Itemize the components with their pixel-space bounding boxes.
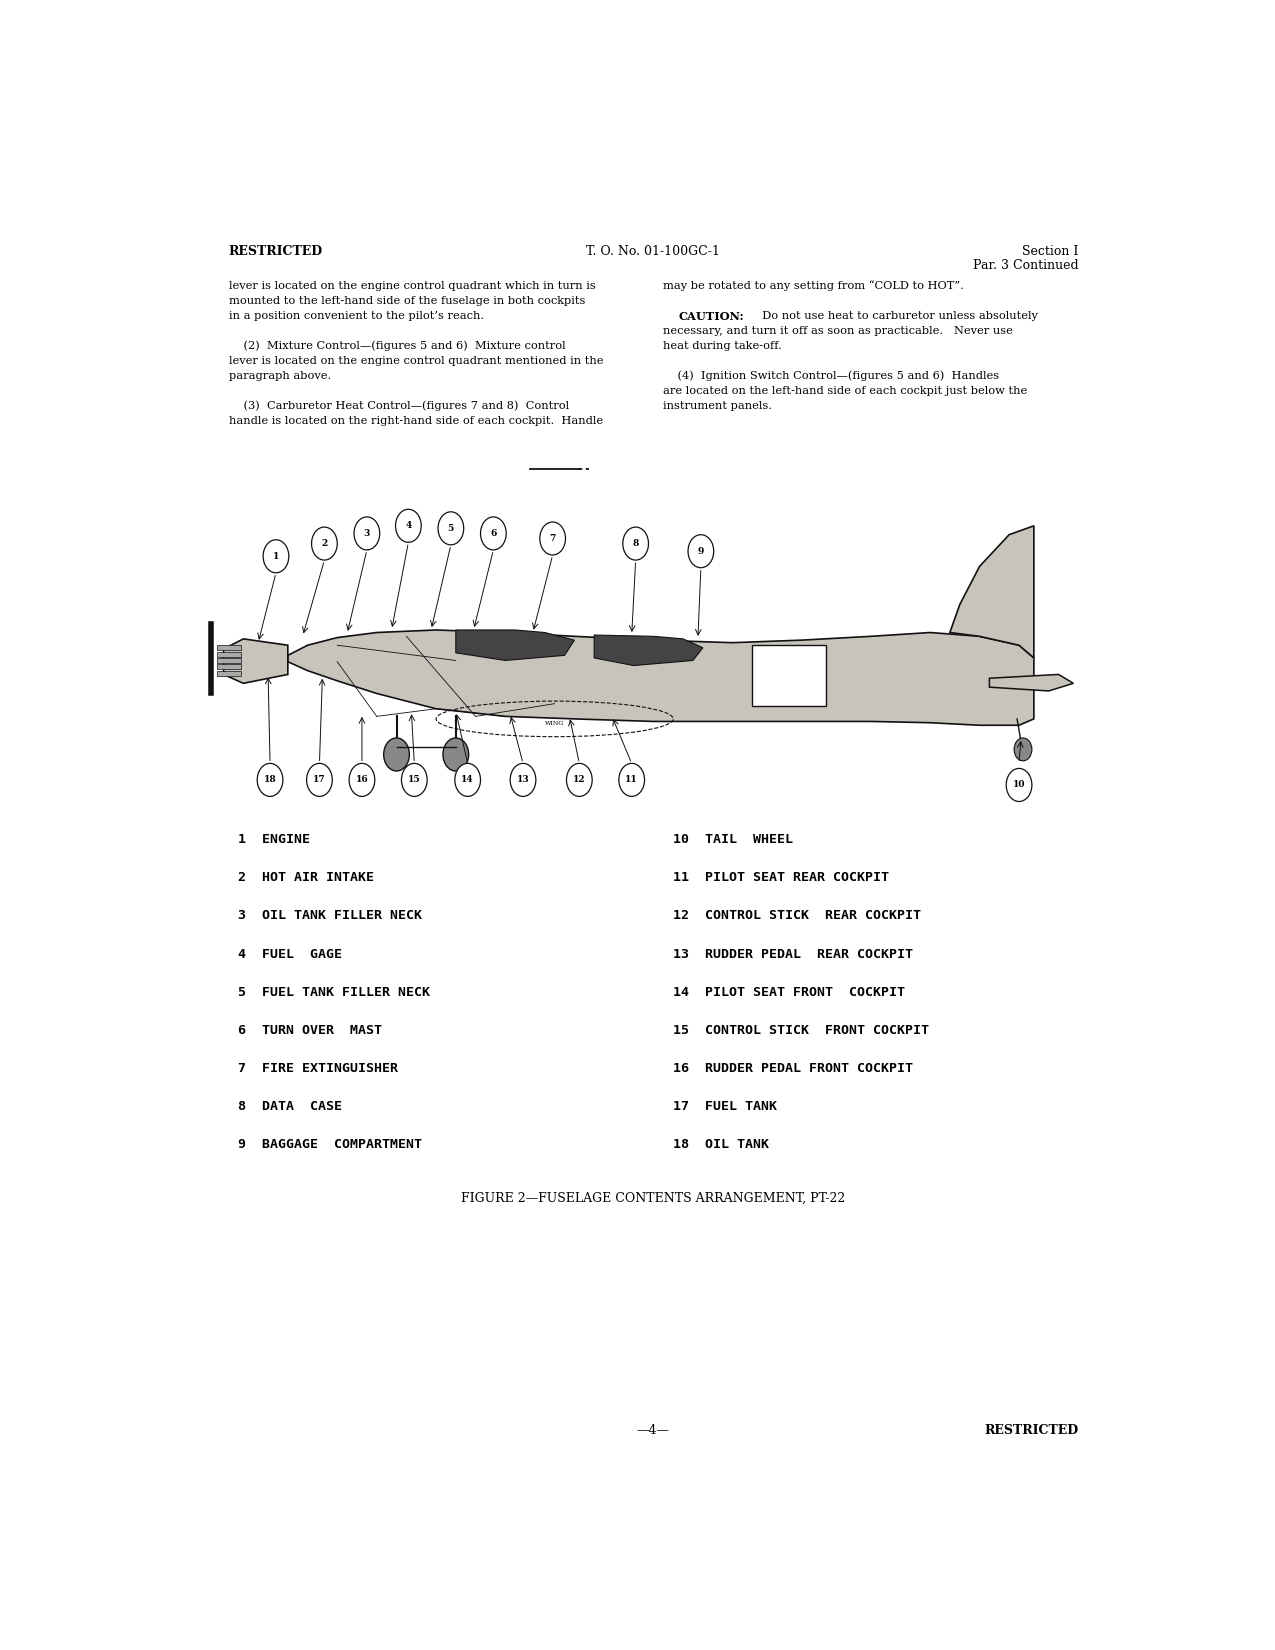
Text: 15: 15 bbox=[408, 776, 421, 784]
Text: 16  RUDDER PEDAL FRONT COCKPIT: 16 RUDDER PEDAL FRONT COCKPIT bbox=[673, 1063, 913, 1074]
Circle shape bbox=[688, 535, 714, 568]
Text: RESTRICTED: RESTRICTED bbox=[984, 1424, 1079, 1437]
Polygon shape bbox=[950, 526, 1034, 658]
Text: 10  TAIL  WHEEL: 10 TAIL WHEEL bbox=[673, 833, 793, 846]
Text: 11: 11 bbox=[625, 776, 638, 784]
Text: FIGURE 2—FUSELAGE CONTENTS ARRANGEMENT, PT-22: FIGURE 2—FUSELAGE CONTENTS ARRANGEMENT, … bbox=[462, 1191, 845, 1204]
Text: 4  FUEL  GAGE: 4 FUEL GAGE bbox=[238, 947, 343, 960]
Polygon shape bbox=[223, 639, 288, 683]
Text: Par. 3 Continued: Par. 3 Continued bbox=[973, 259, 1079, 272]
Text: 12: 12 bbox=[572, 776, 585, 784]
Text: in a position convenient to the pilot’s reach.: in a position convenient to the pilot’s … bbox=[228, 310, 483, 320]
Text: 3  OIL TANK FILLER NECK: 3 OIL TANK FILLER NECK bbox=[238, 909, 422, 922]
Text: 8: 8 bbox=[632, 540, 639, 548]
Text: Section I: Section I bbox=[1023, 244, 1079, 257]
Polygon shape bbox=[594, 635, 703, 665]
FancyBboxPatch shape bbox=[217, 652, 241, 657]
Text: 16: 16 bbox=[356, 776, 368, 784]
Circle shape bbox=[1006, 769, 1031, 802]
Text: 9  BAGGAGE  COMPARTMENT: 9 BAGGAGE COMPARTMENT bbox=[238, 1138, 422, 1152]
Text: 17  FUEL TANK: 17 FUEL TANK bbox=[673, 1101, 778, 1114]
Text: 13: 13 bbox=[516, 776, 529, 784]
Circle shape bbox=[306, 764, 333, 797]
Text: 6  TURN OVER  MAST: 6 TURN OVER MAST bbox=[238, 1023, 382, 1036]
Circle shape bbox=[510, 764, 536, 797]
Circle shape bbox=[618, 764, 645, 797]
Text: are located on the left-hand side of each cockpit just below the: are located on the left-hand side of eac… bbox=[663, 386, 1028, 396]
Text: 5: 5 bbox=[448, 523, 454, 533]
Circle shape bbox=[455, 764, 481, 797]
Circle shape bbox=[566, 764, 592, 797]
FancyBboxPatch shape bbox=[752, 645, 826, 706]
Text: 2  HOT AIR INTAKE: 2 HOT AIR INTAKE bbox=[238, 871, 375, 884]
Text: 7: 7 bbox=[550, 535, 556, 543]
Circle shape bbox=[395, 510, 421, 543]
Text: RESTRICTED: RESTRICTED bbox=[228, 244, 323, 257]
Text: (2)  Mixture Control—(figures 5 and 6)  Mixture control: (2) Mixture Control—(figures 5 and 6) Mi… bbox=[228, 340, 565, 351]
Circle shape bbox=[442, 738, 469, 771]
Text: 14  PILOT SEAT FRONT  COCKPIT: 14 PILOT SEAT FRONT COCKPIT bbox=[673, 985, 905, 998]
Circle shape bbox=[384, 738, 409, 771]
Circle shape bbox=[354, 516, 380, 549]
Text: T. O. No. 01-100GC-1: T. O. No. 01-100GC-1 bbox=[586, 244, 720, 257]
Text: 13  RUDDER PEDAL  REAR COCKPIT: 13 RUDDER PEDAL REAR COCKPIT bbox=[673, 947, 913, 960]
Polygon shape bbox=[456, 630, 574, 660]
Text: (4)  Ignition Switch Control—(figures 5 and 6)  Handles: (4) Ignition Switch Control—(figures 5 a… bbox=[663, 371, 1000, 381]
FancyBboxPatch shape bbox=[217, 658, 241, 663]
Text: (3)  Carburetor Heat Control—(figures 7 and 8)  Control: (3) Carburetor Heat Control—(figures 7 a… bbox=[228, 401, 569, 411]
Text: CAUTION:: CAUTION: bbox=[678, 310, 743, 322]
Text: 2: 2 bbox=[321, 540, 328, 548]
Text: 8  DATA  CASE: 8 DATA CASE bbox=[238, 1101, 343, 1114]
Circle shape bbox=[311, 526, 337, 559]
Text: 14: 14 bbox=[462, 776, 474, 784]
Text: 10: 10 bbox=[1012, 780, 1025, 789]
Text: 18: 18 bbox=[264, 776, 277, 784]
Text: 12  CONTROL STICK  REAR COCKPIT: 12 CONTROL STICK REAR COCKPIT bbox=[673, 909, 922, 922]
Polygon shape bbox=[288, 630, 1034, 726]
Circle shape bbox=[402, 764, 427, 797]
Text: handle is located on the right-hand side of each cockpit.  Handle: handle is located on the right-hand side… bbox=[228, 416, 603, 426]
Circle shape bbox=[263, 540, 289, 573]
Polygon shape bbox=[989, 675, 1074, 691]
Circle shape bbox=[622, 526, 649, 559]
Text: 17: 17 bbox=[314, 776, 326, 784]
Text: —4—: —4— bbox=[638, 1424, 669, 1437]
Text: 4: 4 bbox=[405, 521, 412, 530]
Text: heat during take-off.: heat during take-off. bbox=[663, 340, 782, 350]
Text: WING: WING bbox=[544, 721, 565, 726]
Text: lever is located on the engine control quadrant mentioned in the: lever is located on the engine control q… bbox=[228, 355, 603, 366]
Text: lever is located on the engine control quadrant which in turn is: lever is located on the engine control q… bbox=[228, 280, 595, 290]
Text: instrument panels.: instrument panels. bbox=[663, 401, 773, 411]
Text: 3: 3 bbox=[363, 530, 370, 538]
Text: 7  FIRE EXTINGUISHER: 7 FIRE EXTINGUISHER bbox=[238, 1063, 398, 1074]
FancyBboxPatch shape bbox=[217, 665, 241, 670]
Circle shape bbox=[349, 764, 375, 797]
Circle shape bbox=[539, 521, 566, 554]
Text: 6: 6 bbox=[490, 530, 496, 538]
Text: 1  ENGINE: 1 ENGINE bbox=[238, 833, 310, 846]
Text: 18  OIL TANK: 18 OIL TANK bbox=[673, 1138, 769, 1152]
Circle shape bbox=[258, 764, 283, 797]
Text: 9: 9 bbox=[697, 546, 704, 556]
FancyBboxPatch shape bbox=[217, 645, 241, 650]
FancyBboxPatch shape bbox=[217, 670, 241, 676]
Text: necessary, and turn it off as soon as practicable.   Never use: necessary, and turn it off as soon as pr… bbox=[663, 325, 1014, 335]
Text: paragraph above.: paragraph above. bbox=[228, 371, 330, 381]
Text: may be rotated to any setting from “COLD to HOT”.: may be rotated to any setting from “COLD… bbox=[663, 280, 964, 292]
Circle shape bbox=[1014, 738, 1031, 761]
Circle shape bbox=[481, 516, 506, 549]
Text: mounted to the left-hand side of the fuselage in both cockpits: mounted to the left-hand side of the fus… bbox=[228, 295, 585, 305]
Text: 11  PILOT SEAT REAR COCKPIT: 11 PILOT SEAT REAR COCKPIT bbox=[673, 871, 889, 884]
Text: 15  CONTROL STICK  FRONT COCKPIT: 15 CONTROL STICK FRONT COCKPIT bbox=[673, 1023, 929, 1036]
Circle shape bbox=[439, 512, 464, 544]
Text: 5  FUEL TANK FILLER NECK: 5 FUEL TANK FILLER NECK bbox=[238, 985, 431, 998]
Text: Do not use heat to carburetor unless absolutely: Do not use heat to carburetor unless abs… bbox=[755, 310, 1038, 320]
Text: 1: 1 bbox=[273, 551, 279, 561]
